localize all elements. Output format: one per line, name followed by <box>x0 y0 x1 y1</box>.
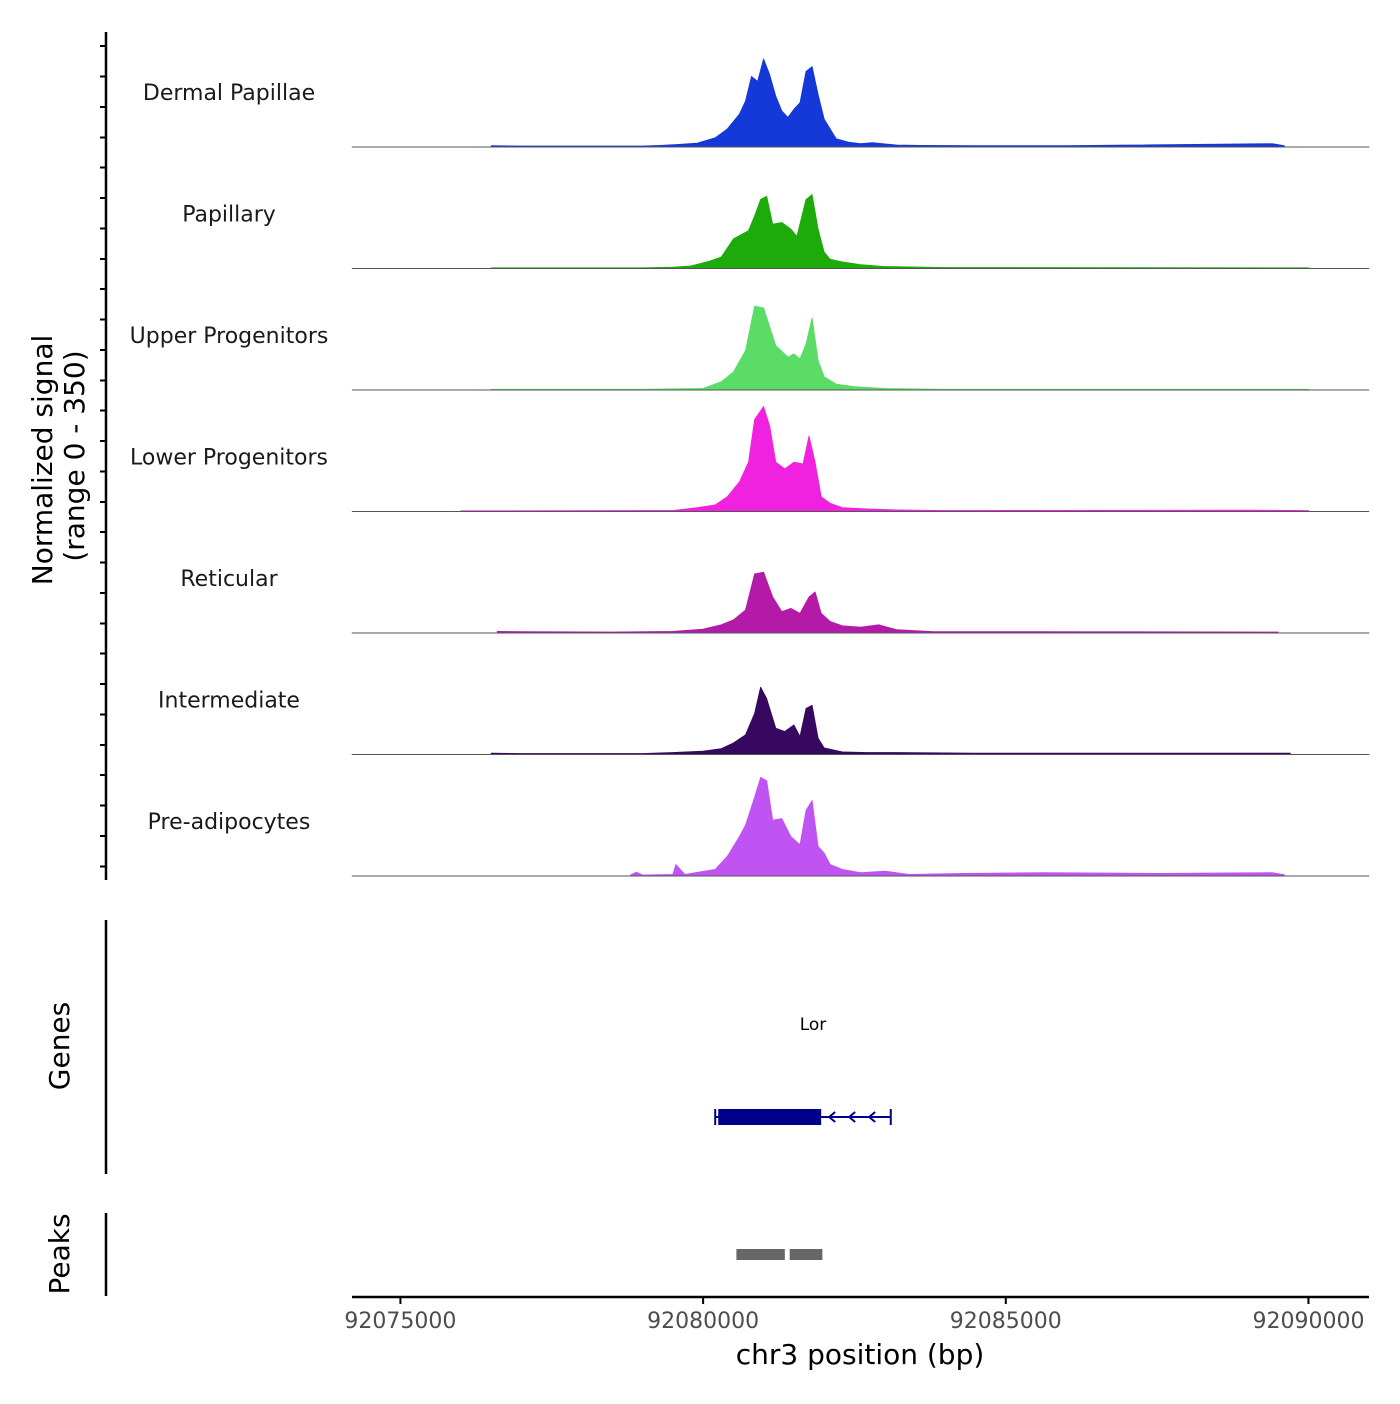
y-axis-title-line2: (range 0 - 350) <box>58 350 91 561</box>
signal-area-upper-progenitors <box>351 305 1370 391</box>
track-upper-progenitors: Upper Progenitors <box>130 305 1370 391</box>
genes-track-title: Genes <box>43 1002 76 1090</box>
strand-arrow <box>867 1111 876 1123</box>
x-tick-label: 92080000 <box>647 1309 759 1334</box>
genes-track: Lor <box>104 920 892 1174</box>
signal-area-lower-progenitors <box>351 406 1370 512</box>
gene-label-lor: Lor <box>800 1015 827 1035</box>
track-label-reticular: Reticular <box>180 567 278 592</box>
signal-area-intermediate <box>351 686 1370 755</box>
peak-region-2 <box>789 1249 823 1260</box>
x-tick-label: 92090000 <box>1252 1309 1364 1334</box>
signal-area-reticular <box>351 571 1370 634</box>
x-axis-title: chr3 position (bp) <box>736 1338 985 1371</box>
gene-exon <box>718 1109 822 1125</box>
track-intermediate: Intermediate <box>158 686 1370 755</box>
peaks-track <box>104 1213 823 1296</box>
peak-region-1 <box>736 1249 785 1260</box>
signal-y-axis <box>100 32 108 880</box>
track-reticular: Reticular <box>180 567 1370 634</box>
track-label-upper-progenitors: Upper Progenitors <box>130 324 329 349</box>
track-label-papillary: Papillary <box>182 203 276 228</box>
track-label-dermal-papillae: Dermal Papillae <box>143 81 315 106</box>
track-label-pre-adipocytes: Pre-adipocytes <box>148 810 311 835</box>
strand-arrow <box>827 1111 836 1123</box>
peaks-track-title: Peaks <box>43 1213 76 1294</box>
track-pre-adipocytes: Pre-adipocytes <box>148 777 1370 877</box>
x-tick-label: 92085000 <box>950 1309 1062 1334</box>
track-papillary: Papillary <box>182 194 1370 269</box>
signal-area-dermal-papillae <box>351 58 1370 148</box>
track-label-lower-progenitors: Lower Progenitors <box>130 446 328 471</box>
strand-arrow <box>847 1111 856 1123</box>
x-tick-label: 92075000 <box>344 1309 456 1334</box>
y-axis-title-line1: Normalized signal <box>26 335 59 586</box>
x-axis: 92075000 92080000 92085000 92090000 <box>344 1295 1369 1334</box>
track-dermal-papillae: Dermal Papillae <box>143 58 1370 148</box>
track-lower-progenitors: Lower Progenitors <box>130 406 1370 512</box>
signal-area-pre-adipocytes <box>351 777 1370 877</box>
track-label-intermediate: Intermediate <box>158 689 300 714</box>
gene-lor: Lor <box>714 1015 892 1125</box>
signal-area-papillary <box>351 194 1370 269</box>
signal-tracks: Dermal Papillae Papillary Upper Progenitor… <box>130 58 1370 877</box>
